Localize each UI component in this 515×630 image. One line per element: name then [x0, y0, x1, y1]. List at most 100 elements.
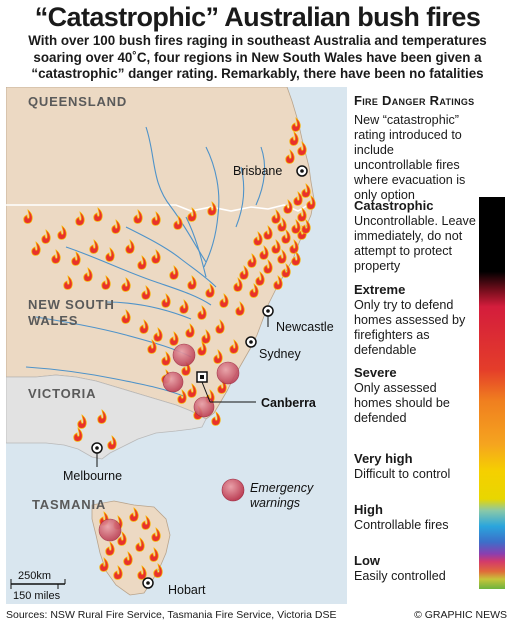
fire-danger-legend: Fire Danger Ratings New “catastrophic” r…	[347, 87, 509, 602]
fire-icon	[75, 211, 85, 226]
fire-icon	[239, 265, 249, 280]
fire-icon	[233, 277, 243, 292]
scale-bar: 250km 150 miles	[10, 570, 66, 602]
fire-icon	[263, 259, 273, 274]
fire-icon	[259, 245, 269, 260]
fire-icon	[137, 255, 147, 270]
fire-icon	[105, 541, 115, 556]
danger-rating-color-bar	[479, 197, 505, 589]
fire-icon	[107, 435, 117, 450]
fire-icon	[173, 215, 183, 230]
fire-icon	[177, 389, 187, 404]
fire-icon	[293, 191, 303, 206]
fire-icon	[187, 383, 197, 398]
fire-icon	[187, 207, 197, 222]
fire-icon	[215, 319, 225, 334]
subtitle: With over 100 bush fires raging in south…	[28, 33, 487, 81]
fire-icon	[291, 117, 301, 132]
fire-icon	[263, 225, 273, 240]
fire-icon	[117, 531, 127, 546]
fire-icon	[247, 253, 257, 268]
rivers	[25, 126, 266, 398]
fire-icon	[273, 275, 283, 290]
fire-icon	[139, 319, 149, 334]
fire-icon	[63, 275, 73, 290]
fire-icon	[289, 131, 299, 146]
fire-icon	[301, 219, 311, 234]
svg-text:Newcastle: Newcastle	[276, 320, 334, 334]
fire-icon	[201, 329, 211, 344]
fire-icon	[151, 527, 161, 542]
fire-icon	[197, 305, 207, 320]
fire-icon	[291, 251, 301, 266]
fire-icon	[89, 239, 99, 254]
fire-icon	[121, 277, 131, 292]
fire-icon	[271, 239, 281, 254]
fire-icon	[249, 283, 259, 298]
legend-entry-catastrophic: Catastrophic Uncontrollable. Leave immedi…	[354, 198, 476, 273]
fire-icon	[283, 199, 293, 214]
fire-icon	[141, 285, 151, 300]
fire-icon	[281, 229, 291, 244]
fire-icon	[213, 349, 223, 364]
fire-icon	[41, 229, 51, 244]
city-canberra: Canberra	[196, 371, 317, 410]
fire-icon	[229, 339, 239, 354]
fire-icon	[277, 249, 287, 264]
fire-icon	[31, 241, 41, 256]
fire-icon	[77, 414, 87, 429]
fire-icon	[297, 141, 307, 156]
fire-icon	[101, 275, 111, 290]
fire-icon	[169, 331, 179, 346]
fire-icon	[197, 341, 207, 356]
fire-icon	[121, 309, 131, 324]
fire-icon	[277, 217, 287, 232]
svg-text:150 miles: 150 miles	[13, 590, 61, 602]
fire-icon	[111, 219, 121, 234]
svg-text:Hobart: Hobart	[168, 583, 206, 597]
fire-icon	[289, 239, 299, 254]
fire-icon	[83, 267, 93, 282]
fire-icon	[23, 209, 33, 224]
fire-icon	[135, 537, 145, 552]
fire-icon	[306, 195, 316, 210]
emergency-circle	[216, 361, 240, 385]
emergency-circle	[193, 396, 215, 418]
fire-icon	[253, 231, 263, 246]
emergency-circle	[98, 518, 122, 542]
fire-icon	[235, 301, 245, 316]
fire-icon	[71, 251, 81, 266]
fire-icon	[285, 149, 295, 164]
fire-icon	[73, 427, 83, 442]
legend-title: Fire Danger Ratings	[354, 93, 475, 108]
fire-icon	[141, 515, 151, 530]
fire-icon	[51, 249, 61, 264]
fire-icon	[149, 547, 159, 562]
fire-icon	[125, 239, 135, 254]
fire-icon	[137, 565, 147, 580]
fire-map: QUEENSLAND NEW SOUTH WALES VICTORIA TASM…	[6, 87, 347, 604]
fire-icon	[179, 299, 189, 314]
fire-icon	[169, 265, 179, 280]
state-label-nsw: WALES	[28, 313, 78, 328]
fire-icon	[211, 411, 221, 426]
city-hobart: Hobart	[142, 577, 206, 597]
svg-text:Brisbane: Brisbane	[233, 164, 282, 178]
svg-text:Melbourne: Melbourne	[63, 469, 122, 483]
fire-icon	[291, 219, 301, 234]
legend-entry-extreme: Extreme Only try to defend homes assessed…	[354, 282, 466, 357]
emergency-warning-circles	[98, 343, 240, 542]
fire-icon	[147, 339, 157, 354]
svg-text:Sydney: Sydney	[259, 347, 301, 361]
fire-icon	[123, 551, 133, 566]
headline: “Catastrophic” Australian bush fires	[34, 2, 481, 32]
city-brisbane: Brisbane	[233, 164, 308, 178]
legend-note: New “catastrophic” rating introduced to …	[354, 113, 466, 202]
fire-icon	[281, 263, 291, 278]
credit: © GRAPHIC NEWS	[414, 609, 507, 621]
legend-entry-high: High Controllable fires	[354, 502, 449, 532]
svg-text:Emergency: Emergency	[250, 481, 314, 495]
fire-icon	[129, 507, 139, 522]
fire-icon	[151, 249, 161, 264]
state-label-nsw: NEW SOUTH	[28, 297, 115, 312]
